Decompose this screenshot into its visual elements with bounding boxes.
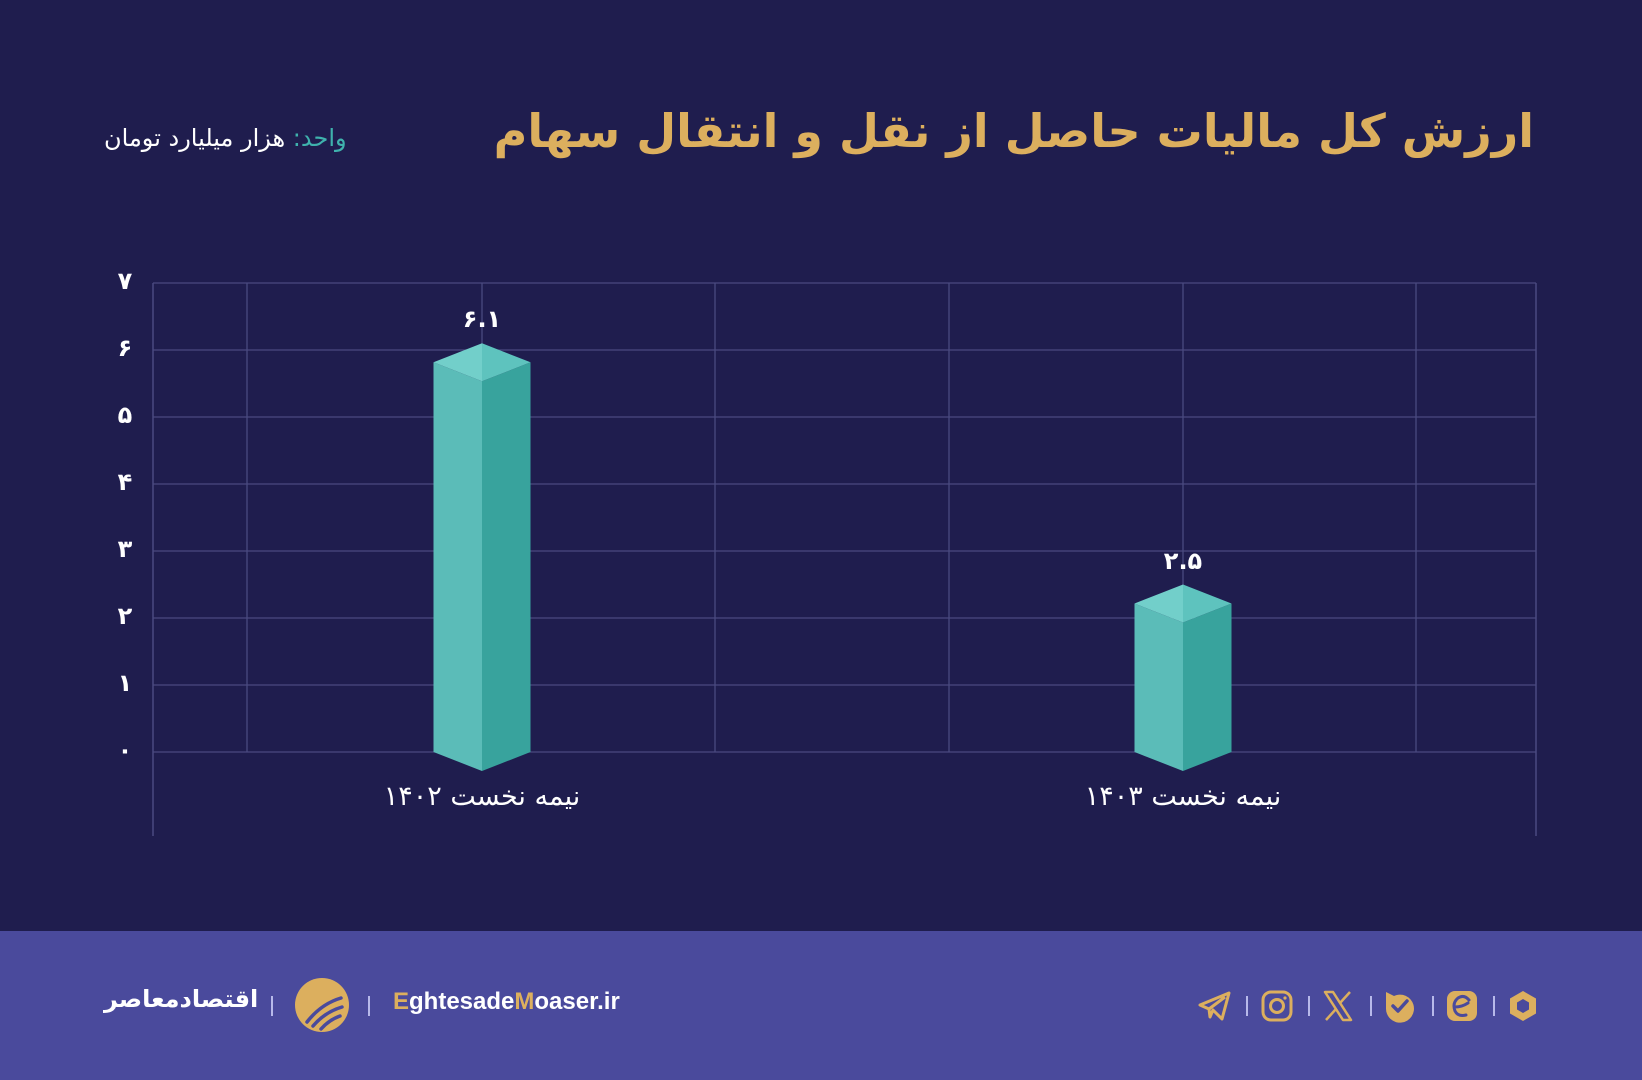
y-tick-label: ۱	[117, 669, 133, 697]
y-tick-label: ۵	[117, 401, 133, 429]
bar-value-label: ۶.۱	[462, 305, 502, 334]
x-icon[interactable]	[1320, 988, 1356, 1024]
divider	[271, 996, 273, 1016]
telegram-icon[interactable]	[1197, 988, 1233, 1024]
bar-face-left	[433, 362, 482, 771]
y-tick-label: ۴	[117, 468, 133, 496]
website-link[interactable]: EghtesadeMoaser.ir	[393, 988, 620, 1015]
footer: اقتصادمعاصر EghtesadeMoaser.ir	[0, 931, 1642, 1080]
eitaa-icon[interactable]	[1444, 988, 1480, 1024]
y-tick-label: ۳	[117, 535, 133, 563]
chart-plot-area	[152, 282, 1537, 836]
bar-face-left	[1134, 603, 1183, 771]
divider	[1308, 996, 1310, 1016]
x-tick-label: نیمه نخست ۱۴۰۲	[383, 781, 581, 812]
bar-face-right	[482, 362, 531, 771]
y-tick-label: ۷	[117, 267, 133, 295]
divider	[368, 996, 370, 1016]
bar-value-label: ۲.۵	[1163, 546, 1203, 575]
divider	[1370, 996, 1372, 1016]
unit-value: هزار میلیارد تومان	[104, 124, 293, 152]
y-tick-label: ۰	[117, 736, 133, 764]
brand-logo-icon[interactable]	[295, 978, 349, 1032]
bar-chart: ۰ ۱ ۲ ۳ ۴ ۵ ۶ ۷ ۶.۱ ۲.۵ نیمه نخست ۱۴۰۲ نیمه نخست …	[117, 267, 1537, 836]
bar-top-left	[1134, 584, 1183, 623]
y-tick-label: ۶	[117, 334, 133, 362]
divider	[1493, 996, 1495, 1016]
bar-top-right	[482, 343, 531, 382]
instagram-icon[interactable]	[1259, 988, 1295, 1024]
bar-top-left	[433, 343, 482, 382]
bar-top-right	[1183, 584, 1232, 623]
chart-title: ارزش کل مالیات حاصل از نقل و انتقال سهام	[493, 104, 1535, 158]
rubika-icon[interactable]	[1505, 988, 1541, 1024]
brand-name-fa: اقتصادمعاصر	[104, 985, 259, 1013]
y-tick-label: ۲	[117, 602, 133, 630]
x-tick-label: نیمه نخست ۱۴۰۳	[1084, 781, 1282, 812]
bale-icon[interactable]	[1382, 988, 1418, 1024]
divider	[1246, 996, 1248, 1016]
unit-label: واحد:	[292, 124, 347, 152]
divider	[1432, 996, 1434, 1016]
unit-note: واحد: هزار میلیارد تومان	[104, 124, 347, 152]
bar-face-right	[1183, 603, 1232, 771]
